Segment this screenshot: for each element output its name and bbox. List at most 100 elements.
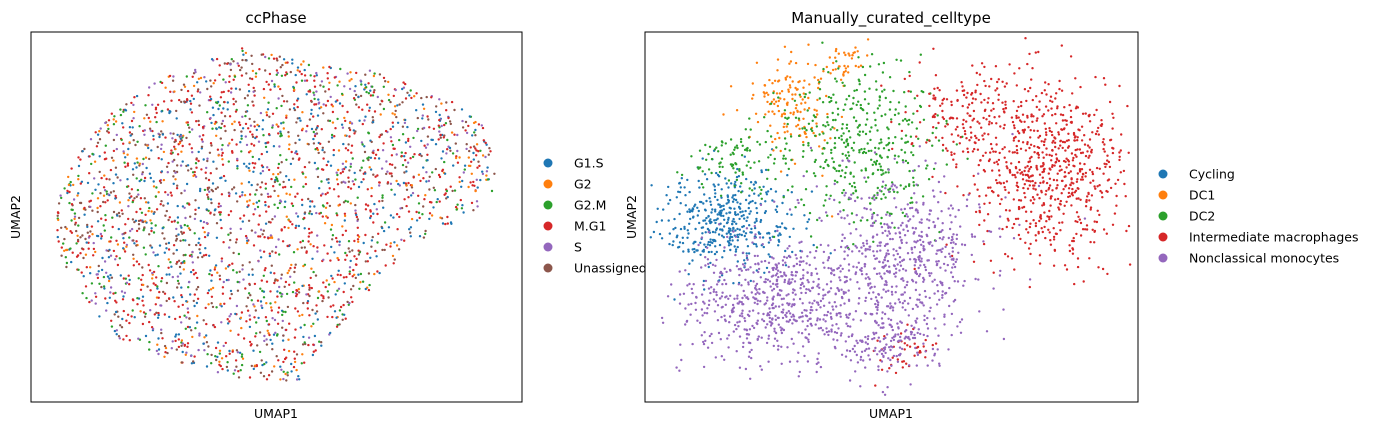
scatter-point bbox=[109, 168, 113, 172]
legend-marker bbox=[543, 263, 553, 273]
scatter-point bbox=[1040, 189, 1043, 193]
scatter-point bbox=[139, 197, 143, 200]
scatter-point bbox=[271, 126, 274, 129]
scatter-point bbox=[89, 230, 92, 233]
scatter-point bbox=[322, 85, 325, 88]
scatter-point bbox=[104, 218, 107, 222]
scatter-point bbox=[1069, 115, 1073, 119]
legend-item: Unassigned bbox=[543, 261, 647, 276]
scatter-point bbox=[382, 76, 386, 80]
scatter-point bbox=[1028, 225, 1032, 229]
scatter-point bbox=[353, 171, 356, 175]
scatter-point bbox=[99, 127, 102, 130]
scatter-point bbox=[783, 109, 787, 112]
scatter-point bbox=[974, 210, 978, 214]
scatter-point bbox=[461, 204, 464, 207]
scatter-point bbox=[748, 194, 751, 197]
scatter-point bbox=[154, 106, 158, 110]
scatter-point bbox=[976, 83, 979, 87]
scatter-point bbox=[361, 122, 364, 126]
scatter-point bbox=[348, 79, 351, 82]
scatter-point bbox=[324, 90, 327, 93]
scatter-point bbox=[846, 65, 850, 68]
scatter-point bbox=[342, 180, 345, 183]
scatter-point bbox=[284, 200, 287, 203]
scatter-point bbox=[137, 193, 140, 196]
scatter-point bbox=[802, 117, 805, 121]
scatter-point bbox=[1037, 156, 1040, 159]
scatter-point bbox=[214, 187, 218, 191]
scatter-point bbox=[748, 328, 752, 331]
scatter-point bbox=[461, 179, 464, 183]
scatter-point bbox=[802, 203, 806, 207]
scatter-point bbox=[352, 183, 356, 186]
scatter-point bbox=[369, 168, 373, 171]
scatter-point bbox=[777, 323, 780, 326]
scatter-point bbox=[425, 180, 428, 183]
scatter-point bbox=[978, 223, 981, 227]
scatter-point bbox=[783, 271, 786, 274]
scatter-point bbox=[137, 277, 140, 280]
scatter-point bbox=[252, 303, 255, 306]
scatter-point bbox=[791, 274, 794, 277]
scatter-point bbox=[714, 245, 717, 248]
scatter-point bbox=[191, 335, 194, 339]
scatter-point bbox=[89, 138, 93, 141]
scatter-point bbox=[83, 147, 86, 151]
scatter-point bbox=[178, 141, 182, 145]
scatter-point bbox=[736, 260, 739, 263]
scatter-point bbox=[184, 216, 187, 220]
scatter-point bbox=[1087, 115, 1091, 118]
scatter-point bbox=[135, 244, 138, 247]
scatter-point bbox=[295, 353, 299, 356]
scatter-point bbox=[321, 192, 324, 195]
scatter-point bbox=[1061, 146, 1064, 150]
scatter-point bbox=[168, 297, 171, 301]
scatter-point bbox=[335, 325, 339, 328]
scatter-point bbox=[389, 245, 392, 248]
scatter-point bbox=[1022, 205, 1026, 209]
scatter-point bbox=[277, 85, 280, 88]
scatter-point bbox=[300, 362, 303, 365]
scatter-point bbox=[81, 292, 84, 295]
scatter-point bbox=[123, 241, 126, 244]
scatter-point bbox=[987, 186, 990, 189]
scatter-point bbox=[726, 221, 729, 224]
scatter-point bbox=[1003, 146, 1006, 149]
scatter-point bbox=[776, 229, 779, 232]
scatter-point bbox=[1062, 212, 1065, 215]
scatter-point bbox=[155, 311, 158, 314]
scatter-point bbox=[130, 315, 133, 318]
scatter-point bbox=[807, 96, 810, 100]
scatter-point bbox=[896, 191, 899, 194]
scatter-point bbox=[233, 128, 236, 132]
scatter-point bbox=[731, 303, 735, 307]
scatter-point bbox=[147, 201, 150, 204]
scatter-point bbox=[869, 138, 872, 142]
scatter-point bbox=[198, 135, 201, 138]
scatter-point bbox=[271, 112, 275, 116]
scatter-point bbox=[1044, 81, 1047, 84]
scatter-point bbox=[938, 89, 941, 92]
scatter-point bbox=[738, 320, 741, 323]
scatter-point bbox=[732, 198, 736, 201]
scatter-point bbox=[1042, 181, 1045, 184]
scatter-point bbox=[107, 193, 110, 196]
scatter-point bbox=[932, 47, 935, 50]
scatter-point bbox=[160, 277, 164, 280]
scatter-point bbox=[403, 171, 406, 174]
scatter-point bbox=[734, 171, 737, 174]
scatter-point bbox=[1048, 129, 1052, 133]
legend-marker bbox=[543, 242, 553, 252]
scatter-point bbox=[238, 88, 242, 91]
scatter-point bbox=[777, 234, 780, 237]
scatter-point bbox=[716, 173, 720, 177]
scatter-point bbox=[386, 170, 389, 173]
scatter-point bbox=[274, 251, 277, 254]
scatter-point bbox=[748, 212, 751, 215]
scatter-point bbox=[109, 240, 112, 243]
scatter-point bbox=[743, 294, 746, 297]
scatter-point bbox=[343, 313, 346, 316]
scatter-point bbox=[296, 99, 299, 102]
scatter-point bbox=[202, 319, 205, 322]
